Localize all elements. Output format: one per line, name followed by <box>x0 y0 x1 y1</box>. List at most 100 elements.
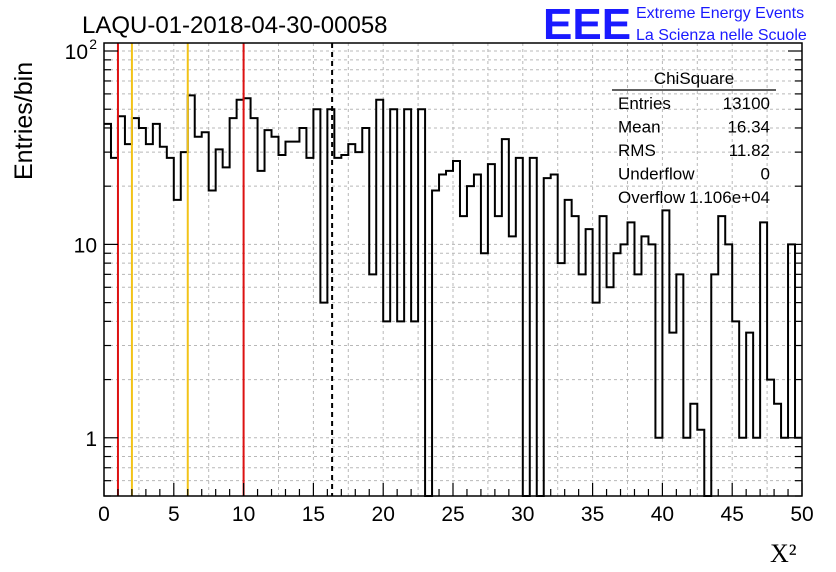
histogram-bin <box>683 438 690 496</box>
histogram-bin <box>711 274 718 496</box>
histogram-bin <box>251 118 258 496</box>
histogram-bin <box>509 236 516 496</box>
histogram-bin <box>334 158 341 496</box>
histogram-bin <box>223 167 230 496</box>
histogram-bin <box>418 109 425 496</box>
histogram-bin <box>299 128 306 496</box>
x-axis-label: X² <box>770 539 797 568</box>
histogram-bin <box>202 132 209 496</box>
histogram-bin <box>662 210 669 496</box>
x-tick-label: 35 <box>581 503 604 526</box>
stats-row-label: Mean <box>618 118 661 137</box>
histogram-bin <box>453 161 460 496</box>
histogram-bin <box>690 404 697 496</box>
histogram-bin <box>739 438 746 496</box>
histogram-bin <box>697 430 704 496</box>
x-tick-label: 20 <box>372 503 395 526</box>
histogram-bin <box>781 438 788 496</box>
stats-title: ChiSquare <box>654 69 734 88</box>
histogram-bin <box>634 274 641 496</box>
histogram-bin <box>348 144 355 496</box>
logo-line-1: Extreme Energy Events <box>636 5 804 22</box>
histogram-bin <box>258 171 265 496</box>
stats-box: ChiSquare Entries 13100 Mean 16.34 RMS 11.82 U… <box>612 69 776 207</box>
stats-row-value: 1.106e+04 <box>689 188 770 207</box>
histogram-bin <box>125 144 132 496</box>
histogram-bin <box>341 155 348 496</box>
histogram-bin <box>313 109 320 496</box>
histogram-bin <box>237 100 244 496</box>
histogram-bin <box>132 118 139 496</box>
grid-lines <box>103 43 803 497</box>
x-tick-label: 10 <box>232 503 255 526</box>
x-tick-labels: 0 5 10 15 20 25 30 35 40 45 50 <box>98 503 814 526</box>
histogram-bin <box>767 380 774 496</box>
histogram-bin <box>272 137 279 496</box>
x-tick-label: 15 <box>302 503 325 526</box>
histogram-bin <box>181 152 188 496</box>
stats-row-label: Overflow <box>618 188 686 207</box>
histogram-bin <box>411 321 418 496</box>
histogram-bin <box>104 124 111 496</box>
y-axis-label: Entries/bin <box>10 62 38 180</box>
histogram-bin <box>669 333 676 496</box>
histogram-bin <box>628 222 635 496</box>
histogram-bars <box>104 94 802 497</box>
x-tick-label: 25 <box>441 503 464 526</box>
x-tick-label: 0 <box>98 503 110 526</box>
histogram-bin <box>725 244 732 496</box>
eee-logo: EEE Extreme Energy Events La Scienza nel… <box>543 0 807 49</box>
histogram-bin <box>607 287 614 496</box>
histogram-bin <box>558 263 565 496</box>
histogram-bin <box>746 333 753 496</box>
stats-row-label: RMS <box>618 141 656 160</box>
histogram-bin <box>376 100 383 496</box>
histogram-bin <box>502 139 509 496</box>
histogram-bin <box>306 158 313 496</box>
marker-lines <box>116 43 334 496</box>
y-tick-label: 1 <box>85 428 97 451</box>
y-tick-label: 10 <box>65 41 88 64</box>
histogram-bin <box>760 222 767 496</box>
histogram-bin <box>327 109 334 496</box>
logo-line-2: La Scienza nelle Scuole <box>636 27 807 44</box>
histogram-bin <box>397 321 404 496</box>
histogram-bin <box>146 144 153 496</box>
histogram-bin <box>614 253 621 496</box>
histogram-bin <box>167 158 174 496</box>
histogram-bin <box>355 152 362 496</box>
y-tick-label: 10 <box>74 234 97 257</box>
histogram-bin <box>488 164 495 496</box>
histogram-bin <box>474 174 481 496</box>
histogram-bin <box>495 216 502 496</box>
x-tick-label: 45 <box>721 503 744 526</box>
histogram-bin <box>753 438 760 496</box>
histogram-bin <box>460 216 467 496</box>
histogram-bin <box>530 158 537 496</box>
histogram-bin <box>292 142 299 496</box>
histogram-bin <box>230 118 237 496</box>
histogram-bin <box>718 216 725 496</box>
histogram-bin <box>593 303 600 496</box>
stats-row-value: 0 <box>761 165 770 184</box>
histogram-bin <box>244 98 251 496</box>
histogram-bin <box>362 128 369 496</box>
histogram-bin <box>572 216 579 496</box>
histogram-bin <box>586 229 593 496</box>
histogram-bin <box>600 216 607 496</box>
histogram-bin <box>641 236 648 496</box>
histogram-bin <box>265 130 272 496</box>
stats-row-value: 13100 <box>723 94 770 113</box>
x-tick-label: 50 <box>790 503 813 526</box>
histogram-bin <box>579 274 586 496</box>
histogram-bin <box>118 116 125 496</box>
histogram-bin <box>676 274 683 496</box>
histogram-bin <box>320 303 327 496</box>
histogram-bin <box>285 142 292 496</box>
histogram-bin <box>732 321 739 496</box>
histogram-bin <box>209 190 216 496</box>
axes-ticks <box>103 50 803 497</box>
histogram-bin <box>279 155 286 496</box>
